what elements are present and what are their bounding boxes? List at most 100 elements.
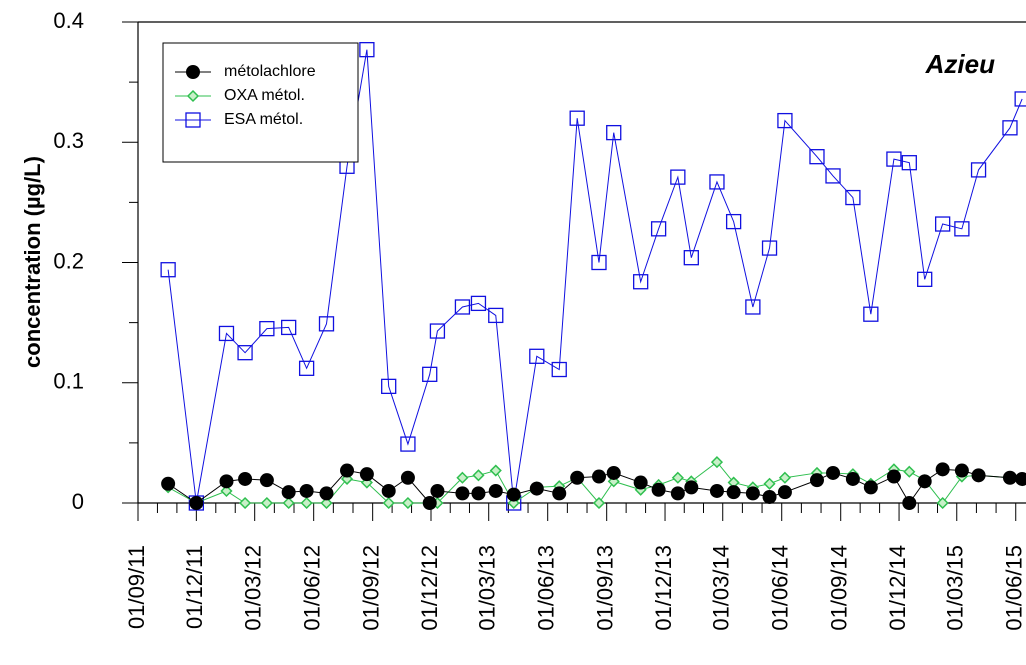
marker [454, 299, 471, 315]
marker [219, 474, 234, 489]
marker [1014, 91, 1026, 107]
marker [471, 486, 486, 501]
marker [763, 477, 776, 490]
marker [863, 306, 879, 322]
marker [845, 471, 860, 486]
marker [218, 325, 235, 342]
marker [186, 89, 200, 103]
marker [606, 465, 621, 480]
x-tick-label: 01/06/14 [768, 545, 793, 631]
legend-label: métolachlore [224, 63, 316, 80]
marker [381, 378, 397, 395]
marker [826, 465, 841, 480]
x-tick-label: 01/12/12 [417, 545, 442, 631]
marker [709, 174, 725, 190]
marker [683, 250, 699, 266]
marker [591, 469, 606, 484]
marker [489, 464, 502, 477]
marker [238, 471, 253, 486]
legend-box [162, 42, 359, 163]
marker [684, 480, 699, 495]
marker [552, 486, 567, 501]
annotation: Azieu [925, 49, 995, 79]
marker [633, 475, 648, 490]
marker [777, 112, 793, 129]
marker [430, 483, 445, 498]
marker [455, 486, 470, 501]
legend-label: OXA métol. [224, 87, 305, 104]
marker [935, 462, 950, 477]
marker [845, 189, 861, 206]
marker [320, 496, 333, 510]
marker [506, 487, 521, 502]
x-tick-label: 01/03/13 [475, 545, 500, 631]
marker [551, 361, 567, 378]
marker [725, 213, 742, 230]
y-tick-label: 0.2 [53, 248, 84, 273]
marker [825, 168, 841, 184]
marker [591, 254, 607, 271]
marker [161, 476, 176, 491]
marker [381, 483, 396, 498]
marker [671, 471, 684, 484]
marker [917, 474, 932, 489]
marker [472, 469, 485, 482]
marker [917, 271, 933, 287]
marker [954, 221, 970, 237]
marker [400, 436, 416, 452]
x-tick-label: 01/03/15 [943, 545, 968, 631]
marker [189, 496, 204, 510]
marker [886, 151, 902, 167]
marker [954, 463, 969, 478]
marker [318, 316, 335, 332]
marker [400, 470, 415, 485]
marker [777, 485, 792, 500]
x-tick-label: 01/09/13 [592, 545, 617, 631]
x-tick-label: 01/09/11 [124, 545, 149, 629]
x-tick-label: 01/09/14 [827, 545, 852, 631]
marker [220, 484, 233, 498]
marker [592, 496, 606, 510]
y-tick-label: 0.1 [53, 369, 84, 394]
marker [901, 155, 917, 171]
marker [709, 483, 724, 498]
legend: métolachlore OXA métol. ESA métol. [162, 42, 359, 163]
x-tick-label: 01/06/15 [1002, 545, 1026, 631]
marker [569, 110, 585, 126]
marker [300, 496, 313, 510]
marker [488, 483, 503, 498]
marker [281, 319, 297, 336]
marker [863, 480, 878, 495]
x-tick-label: 01/03/14 [709, 545, 734, 631]
marker [237, 345, 253, 361]
marker [762, 489, 777, 504]
marker [359, 467, 374, 482]
marker [710, 456, 724, 469]
marker [239, 496, 252, 510]
y-tick-label: 0.3 [53, 128, 84, 153]
marker [299, 483, 314, 498]
marker [761, 240, 778, 256]
marker [606, 124, 622, 141]
marker [970, 162, 987, 178]
marker [259, 320, 275, 337]
marker [570, 470, 585, 485]
marker [429, 323, 446, 339]
marker [809, 473, 824, 488]
marker [281, 485, 296, 500]
series-line [167, 49, 1023, 504]
x-tick-label: 01/12/13 [651, 545, 676, 631]
marker [340, 463, 355, 478]
marker [726, 485, 741, 500]
x-tick-label: 01/12/14 [885, 545, 910, 631]
marker [319, 486, 334, 501]
y-tick-label: 0.4 [53, 8, 84, 33]
marker [745, 299, 761, 315]
x-tick-label: 01/06/13 [534, 545, 559, 631]
marker [259, 473, 274, 488]
marker [1002, 470, 1017, 485]
marker [470, 295, 487, 312]
marker [651, 482, 666, 497]
marker [360, 476, 373, 489]
marker [282, 496, 295, 510]
